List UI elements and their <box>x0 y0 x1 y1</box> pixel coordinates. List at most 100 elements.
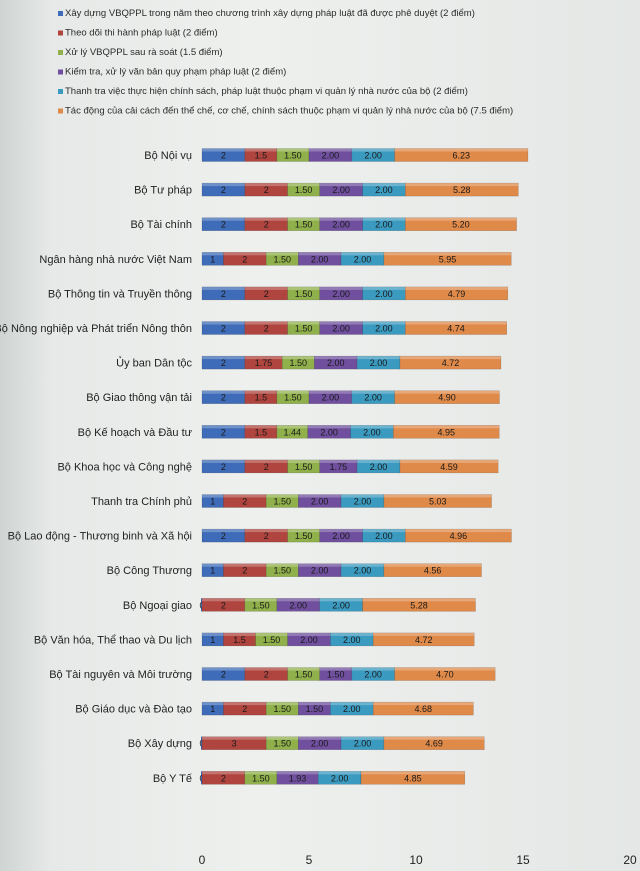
data-label: 2 <box>221 151 226 161</box>
x-tick-label: 5 <box>306 853 313 867</box>
bar-segment-highlight <box>394 148 528 152</box>
bar-segment-highlight <box>202 702 224 706</box>
data-label: 2 <box>221 358 226 368</box>
data-label: 2.00 <box>311 254 329 264</box>
bar-segment <box>399 355 502 370</box>
bar-segment <box>298 736 342 750</box>
bar-segment-highlight <box>244 321 288 325</box>
bars: Bộ Nội vụ 2 1.5 1.50 2.00 2.00 6.23 Bộ Tư pháp 2… <box>0 148 529 785</box>
data-label: 4.96 <box>450 531 468 541</box>
category-label: Bộ Giáo dục và Đào tạo <box>75 704 192 716</box>
bar-segment-highlight <box>373 702 474 706</box>
bar-segment <box>351 390 395 404</box>
category-label: Bộ Văn hóa, Thể thao và Du lịch <box>34 634 192 646</box>
bar-segment <box>223 252 267 266</box>
bar-segment-highlight <box>244 390 277 394</box>
data-label: 5.03 <box>429 497 447 507</box>
bar-segment <box>405 217 517 231</box>
bar-segment-highlight <box>266 702 299 706</box>
data-label: 1.75 <box>330 462 348 472</box>
data-label: 4.85 <box>404 773 422 783</box>
category-label: Bộ Khoa học và Công nghệ <box>57 461 192 473</box>
category-label: Bộ Ngoại giao <box>123 600 192 612</box>
data-label: 4.74 <box>447 324 465 334</box>
data-label: 2 <box>242 566 247 576</box>
data-label: 2.00 <box>290 600 308 610</box>
bar-segment-highlight <box>244 598 277 602</box>
data-label: 1.50 <box>252 600 270 610</box>
data-label: 4.79 <box>448 289 466 299</box>
bar-segment-highlight <box>202 598 245 602</box>
data-label: 1.50 <box>273 254 291 264</box>
legend-swatch-3 <box>58 69 63 75</box>
bar-segment-highlight <box>202 632 224 636</box>
bar-segment-highlight <box>298 252 342 256</box>
category-label: Bộ Nông nghiệp và Phát triển Nông thôn <box>0 323 192 335</box>
bar-segment-highlight <box>383 563 482 567</box>
data-label: 2.00 <box>332 531 350 541</box>
legend-label-4: Thanh tra việc thực hiện chính sách, phá… <box>65 86 468 97</box>
data-label: 1.50 <box>295 220 313 230</box>
bar-segment-highlight <box>319 459 358 463</box>
data-label: 2.00 <box>327 358 345 368</box>
data-label: 1.5 <box>255 151 268 161</box>
bar-segment <box>405 528 512 543</box>
bar-segment <box>360 771 466 785</box>
data-label: 2.00 <box>343 704 361 714</box>
bar-segment-highlight <box>244 356 283 360</box>
bar-segment-highlight <box>266 494 299 498</box>
bar-segment-highlight <box>319 217 363 221</box>
bar-segment <box>383 563 482 577</box>
bar-segment-highlight <box>202 390 245 394</box>
data-label: 4.68 <box>415 704 433 714</box>
data-label: 2.00 <box>364 670 382 680</box>
data-label: 4.69 <box>425 739 443 749</box>
bar-segment-highlight <box>341 736 384 740</box>
x-tick-label: 10 <box>409 853 423 867</box>
bar-segment <box>356 459 401 474</box>
category-label: Bộ Xây dựng <box>128 738 192 750</box>
bar-segment <box>330 701 374 716</box>
bar-segment-highlight <box>244 217 288 221</box>
bar-segment-highlight <box>393 425 500 429</box>
bar-segment-highlight <box>309 148 352 152</box>
data-label: 5.20 <box>452 220 470 230</box>
data-label: 5.28 <box>453 185 471 195</box>
bar-segment-highlight <box>255 632 288 636</box>
bar-segment-highlight <box>202 252 224 256</box>
data-label: 2 <box>264 324 269 334</box>
bar-segment-highlight <box>223 702 267 706</box>
bar-segment <box>394 390 500 404</box>
data-label: 1 <box>210 566 215 576</box>
x-tick-label: 15 <box>516 853 530 867</box>
legend-swatch-5 <box>58 108 63 114</box>
data-label: 2.00 <box>332 289 350 299</box>
data-label: 2.00 <box>354 566 372 576</box>
data-label: 2.00 <box>375 324 393 334</box>
data-label: 2 <box>242 704 247 714</box>
bar-segment <box>394 148 529 162</box>
data-label: 2.00 <box>370 358 388 368</box>
category-label: Ngân hàng nhà nước Việt Nam <box>39 254 192 266</box>
bar-segment-highlight <box>351 390 395 394</box>
data-label: 1.75 <box>255 358 273 368</box>
bar-segment-highlight <box>394 667 496 671</box>
bar-segment-highlight <box>319 321 363 325</box>
data-label: 2 <box>264 531 269 541</box>
data-label: 2.00 <box>364 151 382 161</box>
category-label: Bộ Tư pháp <box>134 185 192 197</box>
bar-segment-highlight <box>298 736 342 740</box>
bar-segment-highlight <box>276 598 320 602</box>
legend-label-3: Kiểm tra, xử lý văn bản quy phạm pháp lu… <box>65 67 286 78</box>
data-label: 2 <box>264 220 269 230</box>
bar-segment-highlight <box>405 217 517 221</box>
bar-segment-highlight <box>362 183 406 187</box>
bar-segment-highlight <box>319 667 352 671</box>
data-label: 1.50 <box>295 185 313 195</box>
bar-segment-highlight <box>202 425 245 429</box>
bar-segment-highlight <box>287 321 320 325</box>
data-label: 2.00 <box>354 497 372 507</box>
bar-segment-highlight <box>383 494 492 498</box>
bar-segment-highlight <box>202 148 245 152</box>
data-label: 4.95 <box>438 427 456 437</box>
